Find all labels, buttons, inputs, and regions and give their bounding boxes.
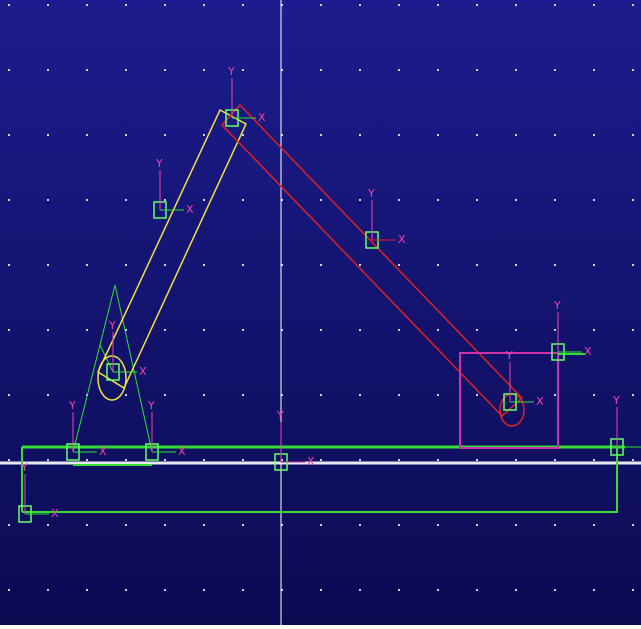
marker-y-label: Y — [276, 409, 284, 422]
marker-y-label: Y — [367, 187, 375, 200]
ground-frame — [22, 447, 618, 513]
marker-y-label: Y — [147, 399, 155, 412]
marker-y-label: Y — [612, 394, 620, 407]
yellow-link-end — [97, 355, 127, 401]
marker-x-label: X — [178, 445, 186, 458]
marker-y-label: Y — [553, 299, 561, 312]
marker-x-label: X — [584, 345, 592, 358]
marker-y-label: Y — [155, 157, 163, 170]
marker-x-label: X — [186, 203, 194, 216]
marker-y-label: Y — [20, 461, 28, 474]
red-link — [220, 103, 524, 418]
marker-x-label: X — [258, 111, 266, 124]
marker-x-label: X — [139, 365, 147, 378]
marker-y-label: Y — [227, 65, 235, 78]
marker-y-label: Y — [505, 349, 513, 362]
marker-y-label: Y — [108, 319, 116, 332]
slider-block — [459, 352, 559, 449]
marker-x-label: X — [398, 233, 406, 246]
marker-x-label: X — [307, 455, 315, 468]
marker-x-label: X — [99, 445, 107, 458]
support-link — [72, 284, 153, 453]
yellow-link — [97, 108, 247, 390]
marker-x-label: X — [51, 507, 59, 520]
mechanism — [21, 103, 625, 513]
markers: YXYXYXYXYXYXYXYXYXYXYX — [18, 65, 641, 523]
marker-x-label: X — [536, 395, 544, 408]
marker-y-label: Y — [68, 399, 76, 412]
